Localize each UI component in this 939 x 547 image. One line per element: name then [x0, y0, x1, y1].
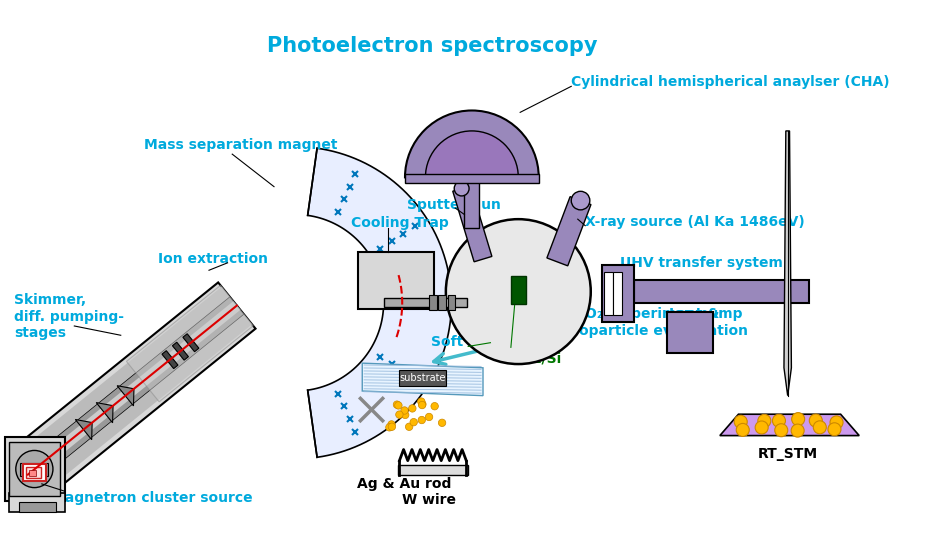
Circle shape [388, 423, 395, 430]
Polygon shape [24, 301, 240, 479]
Circle shape [408, 405, 416, 412]
Circle shape [401, 407, 408, 414]
Bar [604, 272, 613, 315]
Bar [5, 438, 65, 501]
Circle shape [813, 421, 826, 434]
Text: HOPG
SiO₂/Si: HOPG SiO₂/Si [509, 335, 562, 365]
Polygon shape [117, 386, 134, 406]
Circle shape [425, 413, 433, 421]
Bar [602, 265, 635, 322]
Bar [465, 177, 479, 229]
Polygon shape [26, 460, 64, 484]
Circle shape [830, 416, 843, 429]
Bar [667, 312, 714, 353]
Bar [384, 298, 468, 307]
Circle shape [454, 181, 470, 196]
Bar [26, 467, 41, 478]
Text: X-ray source (Al Ka 1486eV): X-ray source (Al Ka 1486eV) [585, 214, 805, 229]
Circle shape [395, 411, 403, 418]
Polygon shape [173, 342, 189, 360]
Text: Photoelectron spectroscopy: Photoelectron spectroscopy [267, 36, 597, 56]
Polygon shape [75, 420, 92, 440]
Bar [21, 463, 48, 475]
Circle shape [394, 401, 402, 409]
Text: substrate: substrate [399, 373, 446, 383]
Text: Ion extraction: Ion extraction [158, 252, 268, 266]
Circle shape [792, 412, 805, 426]
Circle shape [446, 219, 591, 364]
Circle shape [736, 423, 749, 437]
Text: Ag & Au rod: Ag & Au rod [357, 478, 452, 491]
Circle shape [410, 418, 418, 426]
Wedge shape [425, 131, 518, 177]
Text: Magnetron cluster source: Magnetron cluster source [51, 491, 253, 505]
Circle shape [388, 421, 395, 428]
Text: RT_STM: RT_STM [758, 447, 818, 461]
Bar [613, 272, 623, 315]
Circle shape [734, 415, 747, 428]
Polygon shape [13, 287, 252, 493]
Text: Mass separation magnet: Mass separation magnet [144, 138, 337, 153]
Polygon shape [784, 131, 792, 395]
Polygon shape [183, 334, 199, 352]
Circle shape [419, 400, 426, 408]
Bar [23, 464, 45, 481]
Circle shape [755, 421, 768, 434]
Circle shape [775, 424, 788, 437]
Circle shape [386, 423, 393, 431]
Bar [9, 493, 65, 512]
Circle shape [402, 411, 409, 418]
Text: UHV transfer system: UHV transfer system [621, 257, 783, 270]
Circle shape [419, 401, 426, 409]
Text: Ion pump: Ion pump [669, 307, 743, 322]
Bar [405, 173, 539, 183]
Text: Cylindrical hemispherical anaylser (CHA): Cylindrical hemispherical anaylser (CHA) [571, 75, 890, 89]
Circle shape [809, 414, 823, 427]
Bar [19, 503, 55, 512]
Bar [439, 295, 446, 310]
Circle shape [758, 415, 771, 427]
Polygon shape [308, 148, 452, 457]
Text: W wire: W wire [402, 493, 456, 507]
Bar [635, 281, 809, 302]
Bar [397, 465, 469, 475]
Bar [9, 442, 60, 496]
Polygon shape [162, 351, 178, 369]
Bar [358, 252, 434, 309]
Polygon shape [21, 297, 244, 483]
Circle shape [828, 423, 841, 436]
Bar [399, 370, 446, 386]
Circle shape [418, 398, 425, 405]
Text: Cooling Trap: Cooling Trap [351, 217, 449, 230]
Text: Skimmer,
diff. pumping-
stages: Skimmer, diff. pumping- stages [14, 294, 124, 340]
Circle shape [16, 450, 53, 487]
Circle shape [571, 191, 590, 210]
Circle shape [393, 401, 401, 409]
Polygon shape [96, 403, 113, 423]
Text: CO / O₂  Experiment &
Nanoparticle evaporation: CO / O₂ Experiment & Nanoparticle evapor… [548, 307, 748, 337]
Circle shape [773, 414, 785, 427]
Bar [429, 295, 437, 310]
Circle shape [439, 419, 446, 427]
Circle shape [792, 424, 804, 437]
Wedge shape [405, 110, 539, 177]
Polygon shape [453, 186, 492, 262]
Polygon shape [127, 286, 254, 402]
Circle shape [406, 423, 413, 430]
Circle shape [418, 416, 425, 424]
Polygon shape [720, 414, 859, 435]
Bar [29, 470, 37, 475]
Bar [448, 295, 455, 310]
Bar [511, 276, 526, 304]
Polygon shape [546, 196, 591, 266]
Text: Sputter gun: Sputter gun [407, 198, 500, 212]
Circle shape [431, 403, 439, 410]
Polygon shape [9, 282, 255, 498]
Polygon shape [362, 363, 483, 395]
Text: Soft landing: Soft landing [431, 335, 527, 350]
